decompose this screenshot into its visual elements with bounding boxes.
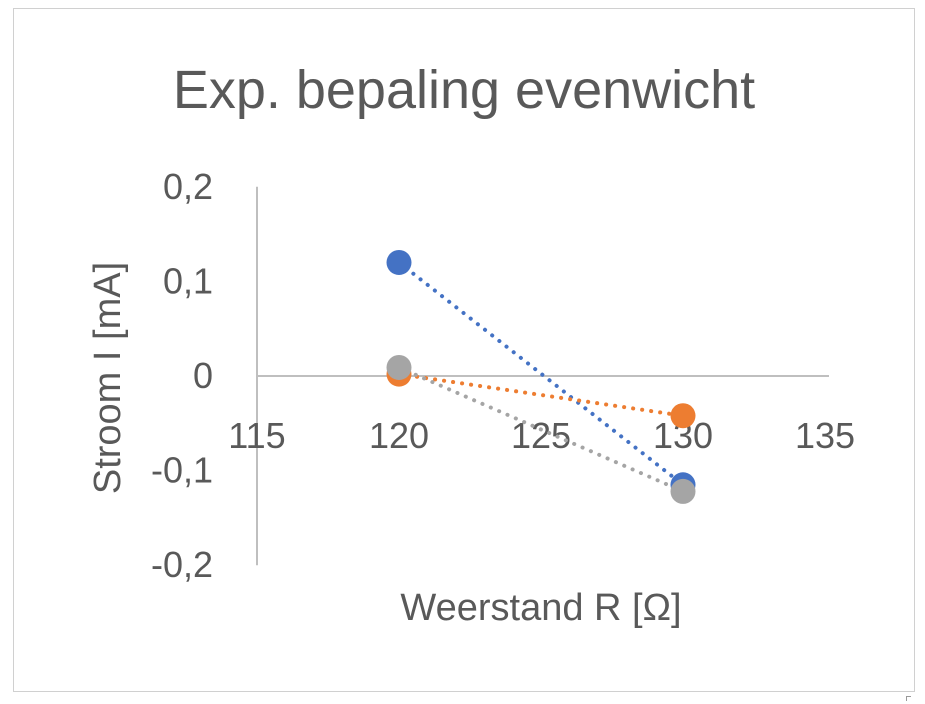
y-tick-label: 0 xyxy=(193,355,213,396)
y-tick-label: -0,1 xyxy=(151,450,213,491)
resize-corner-mark xyxy=(906,696,911,701)
x-tick-label: 115 xyxy=(228,415,285,456)
data-point-series-1 xyxy=(386,249,412,275)
y-tick-label: 0,1 xyxy=(163,260,213,301)
x-tick-label: 135 xyxy=(795,415,855,456)
data-points xyxy=(386,249,696,504)
chart-title: Exp. bepaling evenwicht xyxy=(173,60,755,120)
data-point-series-3 xyxy=(386,354,412,380)
y-tick-label: -0,2 xyxy=(151,544,213,585)
data-point-series-3 xyxy=(670,478,696,504)
trendline-2 xyxy=(397,372,685,418)
chart-frame xyxy=(13,8,915,692)
data-point-series-2 xyxy=(670,403,696,429)
trendlines xyxy=(397,260,685,494)
y-tick-label: 0,2 xyxy=(163,166,213,207)
trendline-1 xyxy=(397,260,685,487)
x-axis-title: Weerstand R [Ω] xyxy=(400,587,681,629)
y-axis-title: Stroom I [mA] xyxy=(87,262,129,494)
trendline-3 xyxy=(397,365,685,494)
x-tick-label: 125 xyxy=(511,415,571,456)
y-tick-labels: 0,2 0,1 0 -0,1 -0,2 xyxy=(151,166,213,585)
x-tick-labels: 115 120 125 130 135 xyxy=(228,415,855,456)
x-tick-label: 120 xyxy=(369,415,429,456)
